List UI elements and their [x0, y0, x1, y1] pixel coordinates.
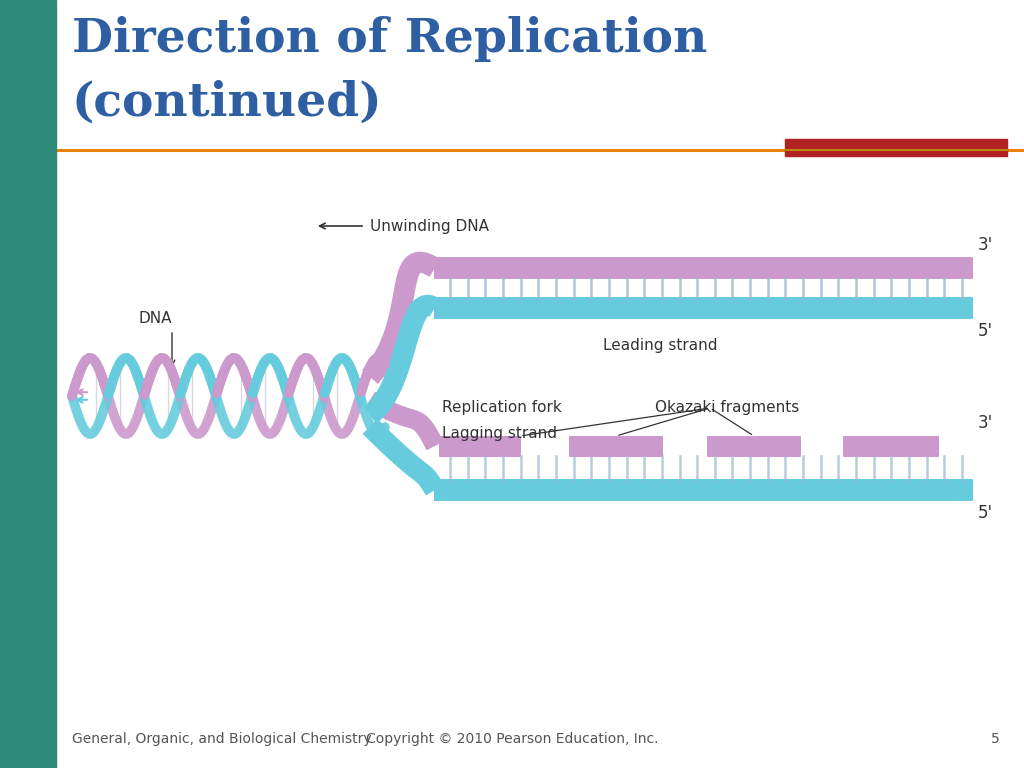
Polygon shape [365, 392, 443, 450]
FancyBboxPatch shape [439, 436, 521, 457]
Text: Copyright © 2010 Pearson Education, Inc.: Copyright © 2010 Pearson Education, Inc. [366, 732, 658, 746]
Polygon shape [364, 295, 440, 423]
Text: 5': 5' [978, 322, 993, 340]
FancyBboxPatch shape [434, 257, 973, 279]
FancyBboxPatch shape [434, 297, 973, 319]
Text: Leading strand: Leading strand [603, 338, 717, 353]
Text: General, Organic, and Biological Chemistry: General, Organic, and Biological Chemist… [72, 732, 372, 746]
Text: (continued): (continued) [72, 80, 383, 126]
Text: 3': 3' [978, 236, 993, 254]
Text: 5': 5' [978, 504, 993, 522]
Text: DNA: DNA [138, 311, 171, 326]
Bar [785, 139, 1007, 156]
Polygon shape [362, 252, 440, 384]
FancyBboxPatch shape [707, 436, 801, 457]
Bar [0, 0, 56, 768]
Text: 5: 5 [991, 732, 1000, 746]
Text: Direction of Replication: Direction of Replication [72, 16, 708, 62]
FancyBboxPatch shape [843, 436, 939, 457]
FancyBboxPatch shape [569, 436, 663, 457]
Text: Unwinding DNA: Unwinding DNA [370, 219, 489, 233]
Text: 3': 3' [978, 414, 993, 432]
Polygon shape [362, 419, 444, 495]
Text: Lagging strand: Lagging strand [442, 426, 557, 441]
Text: Okazaki fragments: Okazaki fragments [655, 400, 800, 415]
FancyBboxPatch shape [434, 479, 973, 501]
Text: Replication fork: Replication fork [442, 400, 562, 415]
